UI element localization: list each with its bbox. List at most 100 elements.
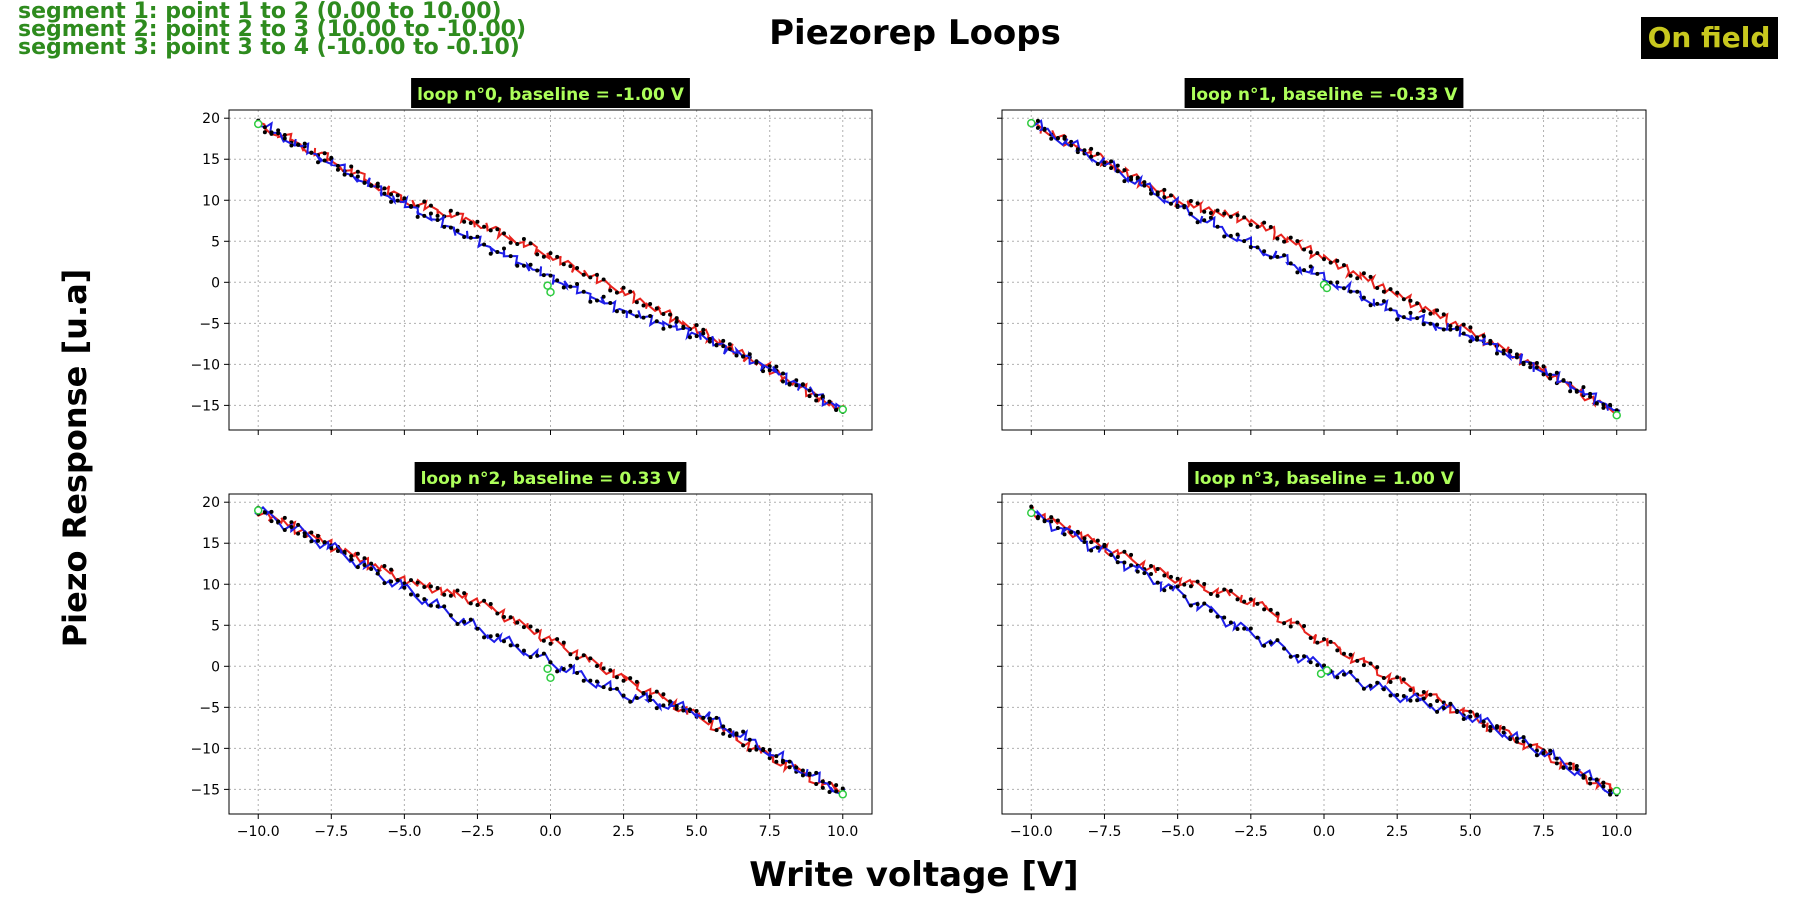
reverse-branch-point [774,754,779,759]
forward-branch-point [309,530,314,535]
reverse-branch-point [674,703,679,708]
x-axis-label: Write voltage [V] [749,855,1078,895]
reverse-branch-point [820,394,825,399]
reverse-branch-point [1448,701,1453,706]
endpoint-marker [1612,410,1621,420]
forward-branch-point [1388,679,1393,684]
reverse-branch-point [1202,218,1207,223]
forward-branch-point [442,592,447,597]
forward-branch-point [1282,621,1287,626]
reverse-branch-point [1408,698,1413,703]
reverse-branch-point [780,371,785,376]
forward-branch-point [435,585,440,590]
reverse-branch-point [1129,563,1134,568]
reverse-branch-point [1049,519,1054,524]
reverse-branch-point [1268,255,1273,260]
forward-branch-point [289,520,294,525]
reverse-branch-point [1182,594,1187,599]
reverse-branch-point [1162,588,1167,593]
x-tick-label: 5.0 [1459,824,1481,840]
reverse-branch-point [309,539,314,544]
reverse-branch-point [581,678,586,683]
forward-branch-point [1588,781,1593,786]
reverse-branch-point [1188,603,1193,608]
forward-branch-point [601,666,606,671]
forward-branch-point [495,611,500,616]
reverse-branch-point [316,160,321,165]
reverse-branch-point [1608,792,1613,797]
reverse-branch-point [1062,136,1067,141]
reverse-branch-point [1421,322,1426,327]
reverse-branch-point [329,155,334,160]
reverse-branch-point [521,263,526,268]
forward-branch-point [296,531,301,536]
reverse-branch-point [1581,385,1586,390]
forward-branch-point [1029,504,1034,509]
forward-branch-point [741,743,746,748]
x-tick-label: 2.5 [612,824,634,840]
reverse-branch-point [674,319,679,324]
reverse-branch-point [1435,322,1440,327]
forward-branch-point [402,581,407,586]
reverse-branch-point [1488,725,1493,730]
reverse-branch-point [1355,289,1360,294]
reverse-branch-point [495,633,500,638]
forward-branch-point [1268,607,1273,612]
forward-branch-point [1435,699,1440,704]
reverse-branch-point [774,364,779,369]
reverse-branch-point [1095,545,1100,550]
endpoint-marker [546,673,555,683]
forward-branch-point [1375,665,1380,670]
reverse-branch-point [362,180,367,185]
x-tick-label: 0.0 [539,824,561,840]
panel-title-text: loop n°2, baseline = 0.33 V [421,469,682,489]
reverse-branch-point [594,298,599,303]
mode-badge-label: On field [1648,21,1771,54]
x-tick-label: −2.5 [1234,824,1268,840]
reverse-branch-point [1302,654,1307,659]
reverse-branch-point [342,549,347,554]
reverse-branch-point [1109,552,1114,557]
reverse-branch-point [1375,301,1380,306]
panel-title-text: loop n°0, baseline = -1.00 V [417,85,685,105]
reverse-branch-point [409,592,414,597]
reverse-branch-point [1361,295,1366,300]
reverse-branch-point [575,282,580,287]
reverse-branch-point [1082,148,1087,153]
reverse-branch-point [727,734,732,739]
forward-branch-point [1368,661,1373,666]
reverse-branch-point [329,546,334,551]
panel-title-background [1188,462,1460,492]
reverse-branch-point [1335,675,1340,680]
forward-branch-point [1335,648,1340,653]
forward-branch-point [1328,260,1333,265]
x-tick-label: −7.5 [314,824,348,840]
reverse-branch-point [1102,544,1107,549]
reverse-branch-point [502,246,507,251]
reverse-branch-point [462,619,467,624]
panels: −15 −10 −5 0 5 10 15 20 loop n°0, baseline = -1.… [190,78,1647,840]
forward-branch-point [1082,536,1087,541]
forward-branch-point [1328,639,1333,644]
reverse-branch-point [382,581,387,586]
grid-lines [1002,110,1646,430]
reverse-branch-point [1228,233,1233,238]
reverse-branch-point [369,561,374,566]
forward-branch-point [1322,637,1326,642]
reverse-branch-point [1295,270,1300,275]
forward-branch-point [1608,788,1613,793]
reverse-branch-point [1395,317,1400,322]
reverse-branch-point [1188,211,1193,216]
forward-branch-point [1488,728,1493,733]
forward-branch-point [1448,323,1453,328]
y-tick-label: 10 [202,577,220,593]
reverse-branch-point [1248,245,1253,250]
reverse-branch-point [488,634,493,639]
reverse-branch-point [1062,532,1067,537]
reverse-branch-point [827,790,832,795]
reverse-branch-point [1208,215,1213,220]
forward-branch-point [1175,576,1180,581]
forward-branch-point [594,663,599,668]
forward-branch-point [1514,739,1519,744]
reverse-branch-point [1601,402,1606,407]
